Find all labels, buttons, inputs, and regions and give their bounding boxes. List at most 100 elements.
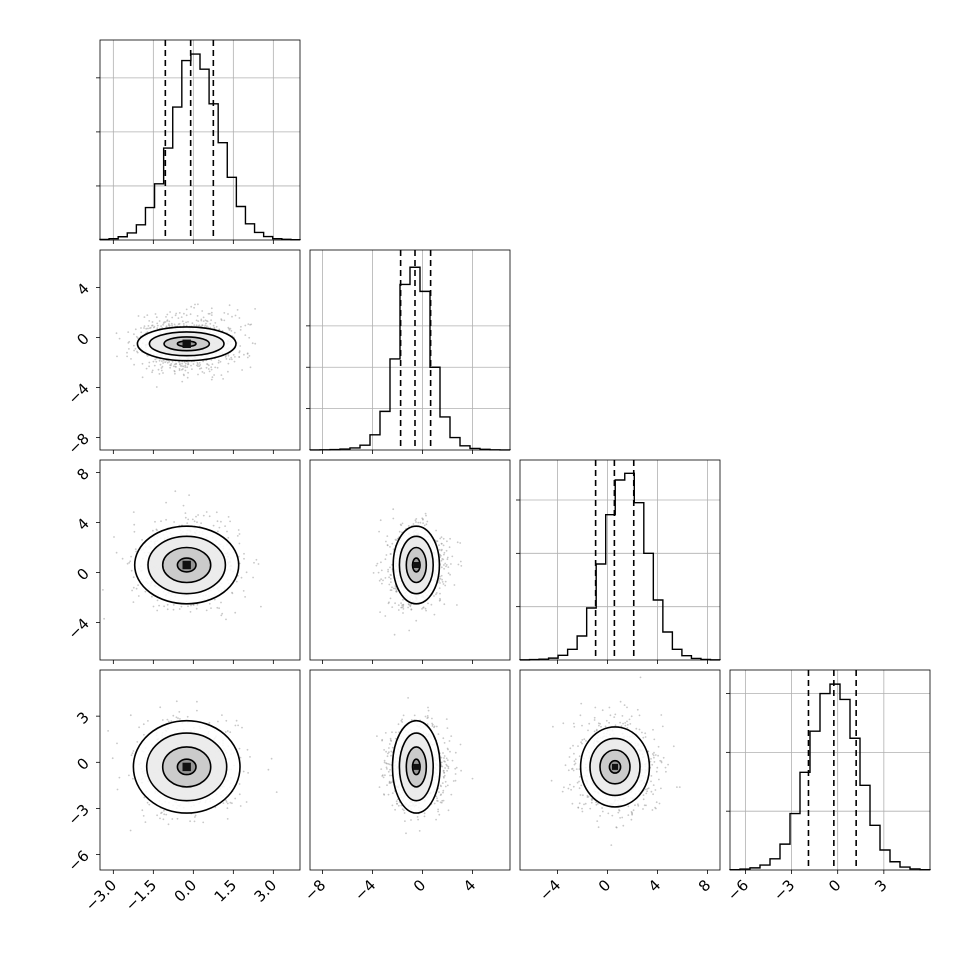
scatter-point	[134, 548, 137, 550]
scatter-point	[175, 700, 178, 703]
scatter-point	[381, 582, 383, 585]
scatter-point	[388, 601, 390, 604]
scatter-point	[116, 742, 118, 745]
scatter-point	[241, 369, 244, 371]
scatter-point	[419, 521, 422, 524]
scatter-point	[575, 768, 578, 770]
scatter-point	[187, 363, 189, 366]
scatter-point	[235, 580, 238, 583]
scatter-point	[440, 559, 443, 562]
scatter-point	[214, 366, 217, 369]
scatter-point	[173, 323, 176, 326]
scatter-point	[238, 747, 241, 750]
scatter-point	[183, 361, 186, 363]
scatter-point	[156, 609, 159, 612]
scatter-point	[210, 368, 213, 371]
scatter-point	[381, 774, 384, 777]
scatter-point	[391, 804, 394, 807]
scatter-point	[260, 605, 262, 608]
scatter-point	[192, 604, 195, 606]
scatter-point	[172, 604, 175, 606]
scatter-point	[202, 514, 205, 517]
scatter-point	[205, 366, 208, 369]
scatter-point	[617, 811, 620, 814]
scatter-point	[228, 304, 231, 307]
histogram-frame	[519, 459, 721, 661]
scatter-point	[212, 524, 215, 527]
scatter-point	[132, 601, 135, 603]
scatter-point	[216, 606, 219, 609]
scatter-point	[459, 560, 462, 563]
pair-frame	[309, 459, 511, 661]
scatter-point	[157, 368, 160, 371]
scatter-point	[231, 592, 234, 595]
scatter-point	[159, 363, 162, 366]
scatter-point	[590, 801, 593, 804]
scatter-point	[148, 327, 151, 329]
scatter-point	[178, 368, 181, 370]
scatter-point	[384, 732, 387, 734]
scatter-point	[440, 785, 442, 788]
contour-line	[411, 557, 421, 573]
scatter-point	[126, 351, 128, 354]
scatter-point	[238, 783, 241, 785]
scatter-point	[446, 769, 448, 772]
scatter-point	[433, 613, 436, 616]
scatter-point	[174, 490, 177, 493]
scatter-point	[627, 814, 630, 816]
scatter-point	[376, 735, 378, 737]
scatter-point	[209, 322, 212, 325]
scatter-point	[402, 606, 405, 608]
scatter-point	[234, 797, 237, 800]
scatter-point	[133, 333, 135, 336]
scatter-point	[155, 386, 158, 388]
scatter-point	[392, 517, 395, 520]
scatter-point	[598, 724, 600, 727]
scatter-point	[135, 335, 138, 338]
histogram-panel-0	[96, 39, 301, 241]
scatter-point	[678, 786, 681, 788]
histogram-step	[309, 266, 511, 451]
scatter-point	[438, 587, 441, 589]
scatter-point	[394, 585, 397, 587]
scatter-point	[210, 307, 213, 310]
scatter-point	[172, 365, 175, 368]
scatter-point	[196, 315, 199, 317]
scatter-point	[412, 523, 415, 525]
scatter-point	[394, 587, 397, 590]
scatter-point	[148, 320, 151, 322]
scatter-point	[166, 320, 169, 322]
scatter-point	[244, 334, 247, 336]
histogram-panel-1	[306, 249, 511, 451]
scatter-point	[438, 548, 441, 551]
scatter-point	[151, 321, 154, 323]
scatter-point	[608, 721, 610, 724]
scatter-point	[426, 715, 429, 717]
scatter-point	[237, 724, 240, 727]
scatter-point	[447, 572, 450, 575]
scatter-point	[249, 756, 251, 758]
scatter-point	[215, 325, 218, 328]
scatter-point	[229, 520, 232, 523]
scatter-point	[201, 310, 204, 312]
scatter-point	[561, 790, 564, 793]
scatter-point	[225, 801, 228, 803]
scatter-point	[161, 719, 164, 721]
scatter-point	[191, 322, 194, 325]
contour-line	[147, 535, 227, 595]
scatter-point	[233, 331, 236, 334]
scatter-point	[384, 774, 386, 777]
scatter-point	[127, 774, 130, 777]
scatter-point	[173, 363, 176, 366]
scatter-point	[433, 725, 436, 728]
contour-line	[176, 557, 197, 573]
scatter-point	[578, 755, 581, 758]
scatter-point	[130, 358, 132, 360]
scatter-point	[231, 315, 233, 318]
scatter-point	[442, 791, 444, 794]
scatter-point	[392, 548, 395, 551]
scatter-point	[248, 336, 251, 339]
scatter-point	[244, 596, 247, 598]
histogram-panel-3	[726, 669, 931, 871]
scatter-point	[459, 542, 462, 544]
